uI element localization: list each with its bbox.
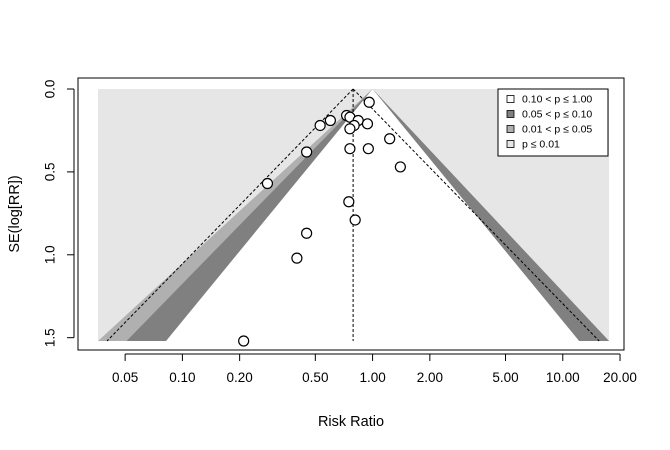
legend-box (497, 88, 609, 157)
x-axis-title: Risk Ratio (318, 414, 384, 430)
study-point (314, 119, 326, 132)
y-axis-title: SE(log[RR]) (7, 175, 23, 252)
study-point (362, 143, 374, 155)
study-point (343, 196, 355, 208)
study-point (301, 146, 313, 158)
study-point (291, 252, 303, 264)
study-point (324, 114, 336, 127)
x-axis: 0.05 0.10 0.20 0.50 1.00 2.00 5.00 10.00 20.00 (112, 353, 637, 385)
legend-swatch (506, 95, 515, 103)
legend-swatch (506, 140, 515, 148)
legend-label: 0.01 < p ≤ 0.05 (522, 124, 592, 136)
legend-swatch (506, 110, 515, 118)
x-tick-label: 0.50 (302, 370, 328, 385)
study-point (394, 161, 406, 173)
x-tick-label: 10.00 (546, 370, 580, 385)
x-tick-label: 0.10 (169, 370, 195, 385)
legend-label: 0.10 < p ≤ 1.00 (522, 94, 592, 106)
x-tick-label: 5.00 (492, 370, 518, 385)
study-point (349, 214, 361, 226)
study-point (344, 123, 356, 135)
study-point (384, 133, 396, 145)
legend-label: p ≤ 0.01 (522, 139, 560, 151)
funnel-left-guide (106, 88, 354, 342)
study-point (363, 96, 375, 108)
study-point (261, 177, 274, 190)
x-tick-label: 1.00 (359, 370, 385, 385)
legend: 0.10 < p ≤ 1.00 0.05 < p ≤ 0.10 0.01 < p ≤… (497, 88, 609, 157)
y-tick-label: 0.0 (43, 80, 58, 99)
study-points (238, 96, 406, 347)
study-point (361, 118, 374, 130)
x-tick-label: 20.00 (603, 370, 637, 385)
x-tick-label: 2.00 (417, 370, 443, 385)
legend-swatch (506, 125, 515, 133)
y-tick-label: 1.5 (43, 328, 58, 347)
x-tick-label: 0.20 (227, 370, 253, 385)
y-tick-label: 0.5 (43, 163, 58, 182)
legend-label: 0.05 < p ≤ 0.10 (522, 109, 592, 121)
study-point (238, 335, 250, 347)
x-tick-label: 0.05 (112, 370, 138, 385)
y-axis: 0.0 0.5 1.0 1.5 (43, 80, 75, 347)
region-p-010-100 (166, 89, 580, 341)
y-tick-label: 1.0 (43, 245, 58, 264)
study-point (301, 227, 313, 239)
funnel-right-guide (352, 88, 600, 342)
plot-frame (77, 77, 625, 351)
study-point (344, 143, 356, 155)
